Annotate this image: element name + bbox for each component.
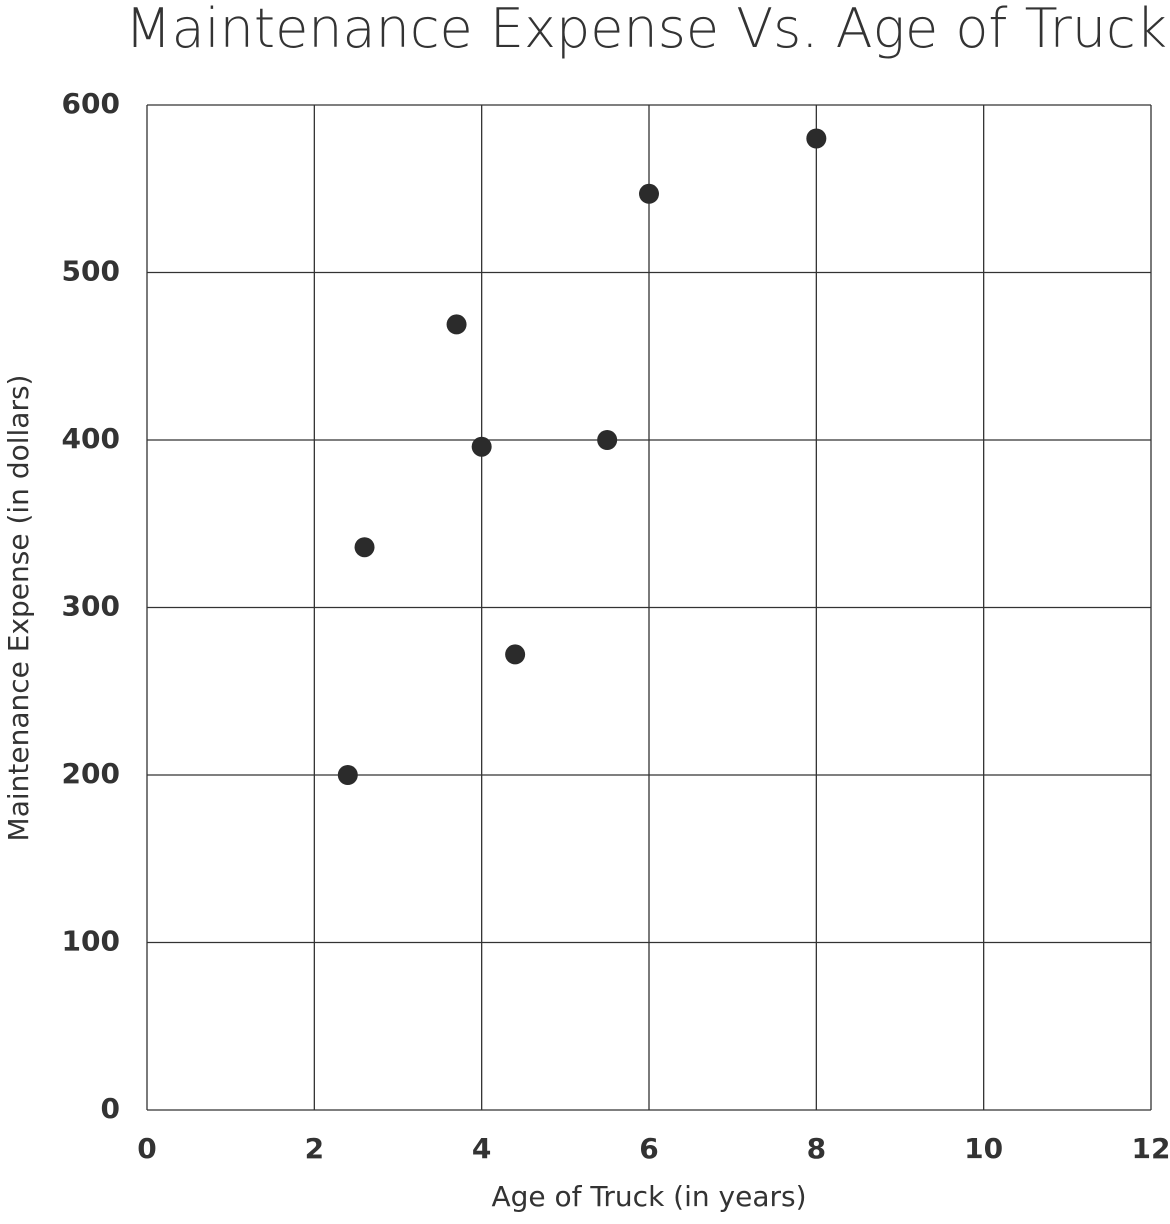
point	[806, 128, 827, 149]
point	[597, 430, 618, 450]
y-tick-label: 600	[62, 87, 120, 120]
x-tick-label: 10	[964, 1132, 1003, 1165]
x-tick-label: 4	[472, 1132, 491, 1165]
y-tick-label: 100	[62, 925, 120, 958]
point	[354, 537, 375, 558]
point	[446, 314, 467, 335]
point	[337, 765, 358, 785]
point	[471, 436, 492, 457]
x-tick-label: 6	[639, 1132, 658, 1165]
y-tick-label: 0	[101, 1092, 120, 1125]
y-tick-label: 400	[62, 422, 120, 455]
x-tick-label: 2	[305, 1132, 324, 1165]
chart-title: Maintenance Expense Vs. Age of Truck	[125, 0, 1167, 60]
x-tick-label: 0	[137, 1132, 156, 1165]
point	[505, 644, 526, 665]
x-tick-label: 8	[807, 1132, 826, 1165]
point	[639, 183, 659, 204]
y-axis-label: Maintenance Expense (in dollars)	[2, 375, 35, 842]
x-tick-label: 12	[1132, 1132, 1170, 1165]
y-tick-label: 300	[62, 590, 120, 623]
y-tick-label: 500	[62, 255, 120, 288]
x-axis-label: Age of Truck (in years)	[491, 1180, 806, 1213]
y-tick-label: 200	[62, 757, 120, 790]
